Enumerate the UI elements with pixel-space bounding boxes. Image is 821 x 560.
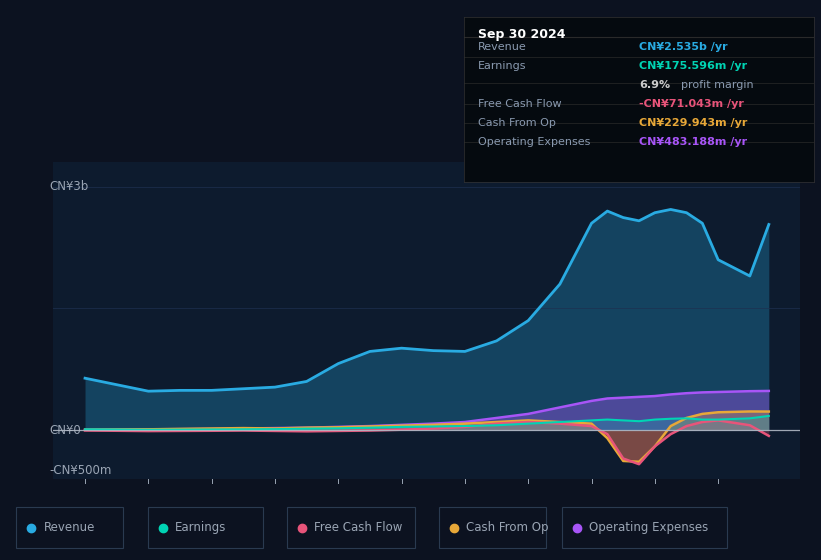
Text: CN¥175.596m /yr: CN¥175.596m /yr bbox=[639, 62, 747, 72]
Text: CN¥0: CN¥0 bbox=[49, 423, 81, 437]
Text: 2024: 2024 bbox=[704, 501, 733, 514]
Text: Free Cash Flow: Free Cash Flow bbox=[478, 100, 562, 109]
Text: -CN¥500m: -CN¥500m bbox=[49, 464, 112, 477]
Text: 2015: 2015 bbox=[134, 501, 163, 514]
Text: 6.9%: 6.9% bbox=[639, 81, 670, 90]
Text: Cash From Op: Cash From Op bbox=[466, 521, 548, 534]
Text: Revenue: Revenue bbox=[44, 521, 95, 534]
Text: 2016: 2016 bbox=[197, 501, 227, 514]
Text: CN¥483.188m /yr: CN¥483.188m /yr bbox=[639, 137, 747, 147]
Text: Earnings: Earnings bbox=[175, 521, 227, 534]
Text: Operating Expenses: Operating Expenses bbox=[589, 521, 709, 534]
Text: Revenue: Revenue bbox=[478, 43, 526, 53]
Text: Cash From Op: Cash From Op bbox=[478, 118, 556, 128]
Text: Sep 30 2024: Sep 30 2024 bbox=[478, 29, 566, 41]
Text: 2020: 2020 bbox=[450, 501, 479, 514]
Text: CN¥3b: CN¥3b bbox=[49, 180, 89, 193]
Text: 2022: 2022 bbox=[576, 501, 607, 514]
Text: Operating Expenses: Operating Expenses bbox=[478, 137, 590, 147]
Text: 2014: 2014 bbox=[70, 501, 100, 514]
Text: CN¥229.943m /yr: CN¥229.943m /yr bbox=[639, 118, 748, 128]
Text: 2023: 2023 bbox=[640, 501, 670, 514]
Text: Earnings: Earnings bbox=[478, 62, 526, 72]
Text: Free Cash Flow: Free Cash Flow bbox=[314, 521, 403, 534]
Text: 2019: 2019 bbox=[387, 501, 416, 514]
Text: 2018: 2018 bbox=[323, 501, 353, 514]
Text: CN¥2.535b /yr: CN¥2.535b /yr bbox=[639, 43, 727, 53]
Text: 2021: 2021 bbox=[513, 501, 544, 514]
Text: 2017: 2017 bbox=[260, 501, 290, 514]
Text: profit margin: profit margin bbox=[681, 81, 754, 90]
Text: -CN¥71.043m /yr: -CN¥71.043m /yr bbox=[639, 100, 744, 109]
